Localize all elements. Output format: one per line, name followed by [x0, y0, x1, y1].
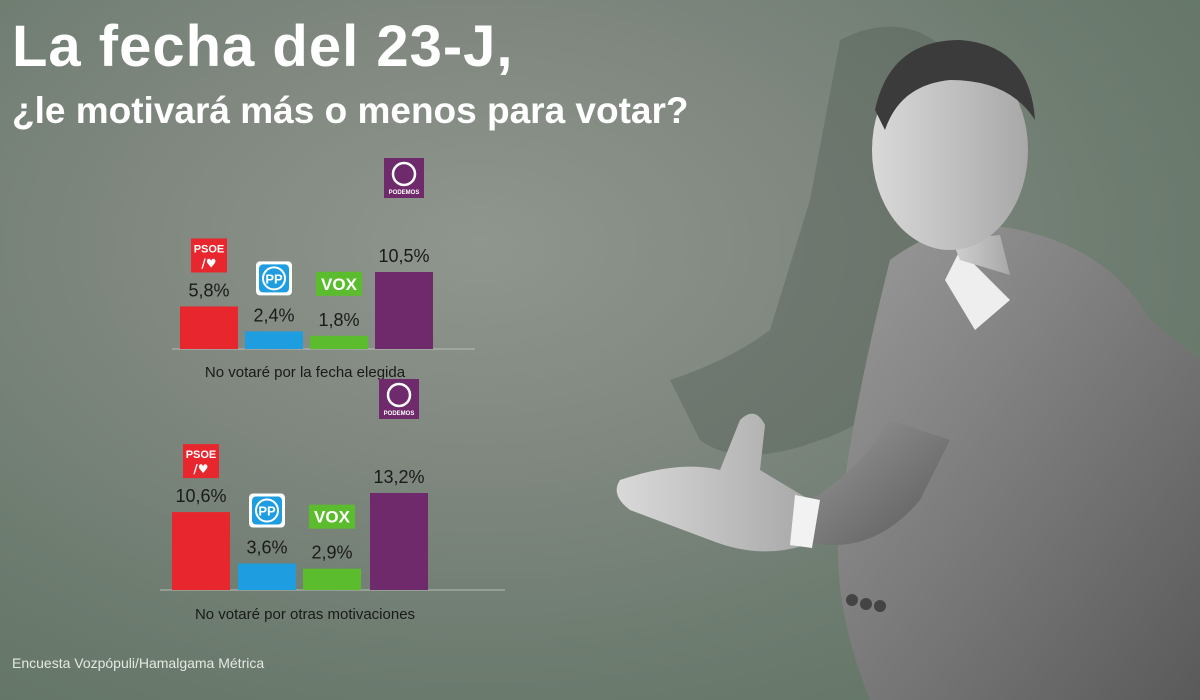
- psoe-logo-text: PSOE: [186, 449, 217, 461]
- rose-icon: /♥: [193, 462, 208, 476]
- value-label-vox-chart-1: 1,8%: [318, 310, 359, 330]
- bar-vox-chart-1: [310, 335, 368, 349]
- psoe-logo: [191, 238, 227, 273]
- podemos-logo-text: PODEMOS: [389, 190, 420, 196]
- psoe-logo-text: PSOE: [194, 243, 225, 255]
- pp-logo-ring: [262, 266, 286, 291]
- bar-podemos-chart-2: [370, 493, 428, 590]
- bar-podemos-chart-1: [375, 272, 433, 349]
- pp-logo-text: PP: [258, 504, 276, 519]
- bar-psoe-chart-2: [172, 512, 230, 590]
- podemos-circle-icon: [386, 382, 412, 408]
- source-note: Encuesta Vozpópuli/Hamalgama Métrica: [12, 655, 265, 671]
- value-label-psoe-chart-1: 5,8%: [188, 280, 229, 300]
- vox-logo-text: VOX: [314, 508, 351, 527]
- podemos-logo: [379, 379, 419, 419]
- vox-logo: [309, 504, 355, 529]
- bar-pp-chart-2: [238, 563, 296, 590]
- chart-1-xlabel: No votaré por la fecha elegida: [205, 364, 406, 381]
- value-label-podemos-chart-1: 10,5%: [378, 246, 429, 266]
- podemos-logo: [384, 158, 424, 198]
- vox-logo: [316, 271, 362, 296]
- bar-pp-chart-1: [245, 331, 303, 349]
- value-label-vox-chart-2: 2,9%: [311, 543, 352, 563]
- bar-vox-chart-2: [303, 568, 361, 590]
- bar-psoe-chart-1: [180, 306, 238, 349]
- vox-logo-text: VOX: [321, 275, 358, 294]
- podemos-logo-text: PODEMOS: [384, 411, 415, 417]
- psoe-logo: [183, 444, 219, 479]
- value-label-pp-chart-2: 3,6%: [246, 538, 287, 558]
- pp-logo-ring: [255, 498, 279, 523]
- chart-subtitle: ¿le motivará más o menos para votar?: [12, 90, 689, 131]
- value-label-psoe-chart-2: 10,6%: [175, 486, 226, 506]
- podemos-circle-icon: [391, 161, 417, 187]
- pp-logo-text: PP: [265, 271, 283, 286]
- chart-title: La fecha del 23-J,: [12, 14, 514, 79]
- value-label-podemos-chart-2: 13,2%: [373, 467, 424, 487]
- politician-photo: [616, 26, 1200, 700]
- chart-2-xlabel: No votaré por otras motivaciones: [195, 606, 415, 623]
- value-label-pp-chart-1: 2,4%: [253, 305, 294, 325]
- rose-icon: /♥: [201, 256, 216, 270]
